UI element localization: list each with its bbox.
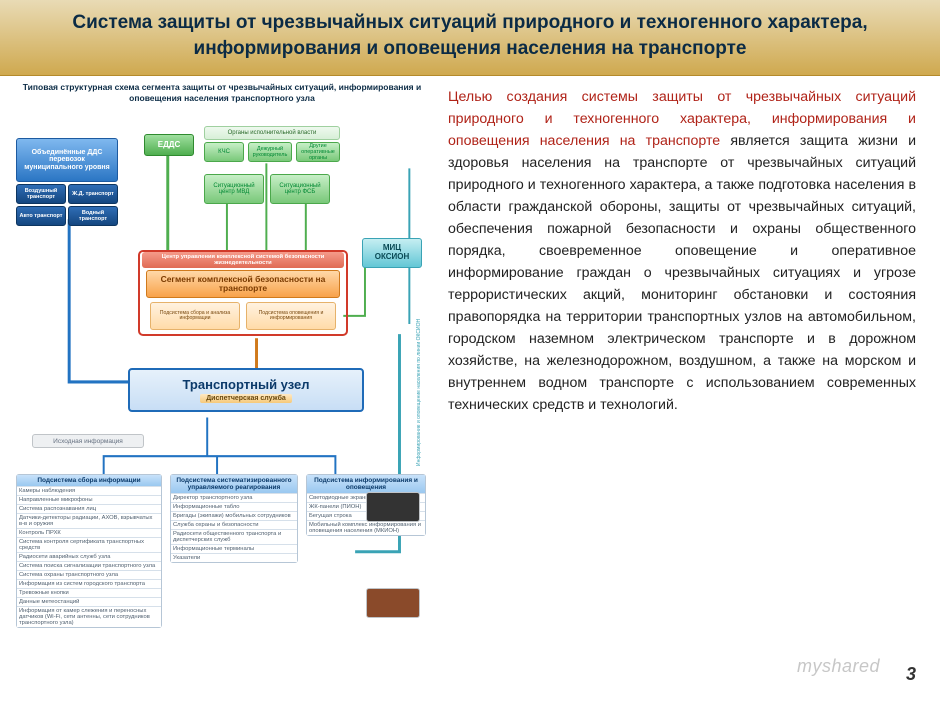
screen-thumb xyxy=(366,492,420,522)
exec-item: КЧС xyxy=(204,142,244,162)
list-row: Тревожные кнопки xyxy=(17,588,161,597)
list-row: Направленные микрофоны xyxy=(17,495,161,504)
body-rest: является защита жизни и здоровья населен… xyxy=(448,133,916,413)
list-row: Данные метеостанций xyxy=(17,597,161,606)
list-row: Камеры наблюдения xyxy=(17,486,161,495)
content-area: Типовая структурная схема сегмента защит… xyxy=(0,76,940,689)
edds-block: ЕДДС xyxy=(144,134,194,156)
dds-item: Ж.Д. транспорт xyxy=(68,184,118,204)
list-row: Радиосети общественного транспорта и дис… xyxy=(171,529,297,544)
list-row: Контроль ПРХК xyxy=(17,528,161,537)
col2: Подсистема систематизированного управляе… xyxy=(170,474,298,563)
list-row: Система охраны транспортного узла xyxy=(17,570,161,579)
col2-header: Подсистема систематизированного управляе… xyxy=(171,475,297,493)
col3-header: Подсистема информирования и оповещения xyxy=(307,475,425,493)
dds-item: Водный транспорт xyxy=(68,206,118,226)
list-row: Система поиска сигнализации транспортног… xyxy=(17,561,161,570)
col1: Подсистема сбора информации Камеры наблю… xyxy=(16,474,162,628)
list-row: Информационные табло xyxy=(171,502,297,511)
title-bar: Система защиты от чрезвычайных ситуаций … xyxy=(0,0,940,76)
body-paragraph: Целью создания системы защиты от чрезвыч… xyxy=(448,86,916,416)
list-row: Система распознавания лиц xyxy=(17,504,161,513)
exec-item: Другие оперативные органы xyxy=(296,142,340,162)
sit-mvd: Ситуационный центр МВД xyxy=(204,174,264,204)
diagram-title: Типовая структурная схема сегмента защит… xyxy=(12,82,432,103)
list-row: Директор транспортного узла xyxy=(171,493,297,502)
list-row: Бригады (экипажи) мобильных сотрудников xyxy=(171,511,297,520)
list-row: Информационные терминалы xyxy=(171,544,297,553)
mic-oksion: МИЦ ОКСИОН xyxy=(362,238,422,268)
page-title: Система защиты от чрезвычайных ситуаций … xyxy=(18,10,922,61)
col1-rows: Камеры наблюденияНаправленные микрофоныС… xyxy=(17,486,161,627)
transport-node: Транспортный узел Диспетчерская служба xyxy=(128,368,364,412)
list-row: Информация от камер слежения и переносны… xyxy=(17,606,161,627)
dds-block: Объединённые ДДС перевозок муниципальног… xyxy=(16,138,118,182)
orange-sub: Подсистема сбора и анализа информации xyxy=(150,302,240,330)
list-row: Датчики-детекторы радиации, АХОВ, взрывч… xyxy=(17,513,161,528)
orange-sub: Подсистема оповещения и информирования xyxy=(246,302,336,330)
col2-rows: Директор транспортного узлаИнформационны… xyxy=(171,493,297,562)
transport-node-title: Транспортный узел xyxy=(182,377,309,392)
dispatch-label: Диспетчерская служба xyxy=(200,394,292,403)
list-row: Мобильный комплекс информирования и опов… xyxy=(307,520,425,535)
list-row: Радиосети аварийных служб узла xyxy=(17,552,161,561)
list-row: Система контроля сертификата транспортны… xyxy=(17,537,161,552)
exec-item: Дежурный руководитель xyxy=(248,142,292,162)
dds-item: Авто транспорт xyxy=(16,206,66,226)
orange-segment: Сегмент комплексной безопасности на тран… xyxy=(146,270,340,298)
oksion-side-label: Информирование и оповещение населения по… xyxy=(416,282,428,502)
list-row: Служба охраны и безопасности xyxy=(171,520,297,529)
sit-fsb: Ситуационный центр ФСБ xyxy=(270,174,330,204)
diagram: Типовая структурная схема сегмента защит… xyxy=(10,82,434,687)
list-row: Указатели xyxy=(171,553,297,562)
source-info-label: Исходная информация xyxy=(32,434,144,448)
mkion-thumb xyxy=(366,588,420,618)
dds-item: Воздушный транспорт xyxy=(16,184,66,204)
list-row: Информация из систем городского транспор… xyxy=(17,579,161,588)
text-pane: Целью создания системы защиты от чрезвыч… xyxy=(440,76,940,689)
exec-power-label: Органы исполнительной власти xyxy=(204,126,340,140)
watermark: myshared xyxy=(797,656,880,677)
diagram-pane: Типовая структурная схема сегмента защит… xyxy=(0,76,440,689)
col1-header: Подсистема сбора информации xyxy=(17,475,161,486)
red-header: Центр управления комплексной системой бе… xyxy=(142,252,344,268)
page-number: 3 xyxy=(906,664,916,685)
